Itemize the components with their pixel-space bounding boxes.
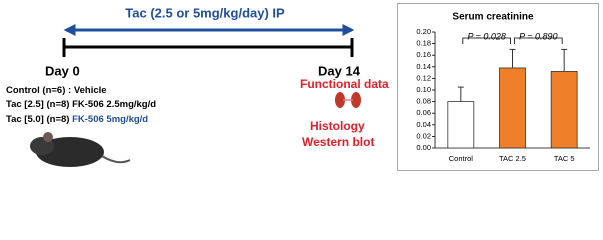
group: Control (n=6) : Vehicle [6, 85, 107, 96]
y-tick-label: 0.10 [416, 85, 431, 94]
p-value: P = 0.890 [519, 31, 557, 41]
treatment: Tac (2.5 or 5mg/kg/day) IP [125, 5, 285, 20]
group: Tac [5.0] (n=8) FK-506 5mg/kg/d [6, 114, 148, 125]
bar [550, 71, 578, 149]
y-tick-label: 0.06 [416, 108, 431, 117]
x-tick-label: TAC 2.5 [499, 154, 526, 163]
y-tick-label: 0.20 [416, 27, 431, 36]
bar [447, 101, 475, 149]
outcome: Functional data [300, 77, 389, 91]
group-label: Control (n=6) [6, 85, 65, 96]
outcome: Western blot [302, 135, 374, 149]
y-tick-label: 0.08 [416, 97, 431, 106]
y-tick-label: 0.02 [416, 131, 431, 140]
figure: Tac (2.5 or 5mg/kg/day) IP Day 0 Day 14 … [6, 3, 599, 171]
y-tick-label: 0.14 [416, 62, 431, 71]
group-detail: FK-506 5mg/kg/d [72, 114, 148, 125]
group-label: Tac [5.0] (n=8) [6, 114, 69, 125]
p-value: P = 0.028 [467, 31, 505, 41]
day-end: Day 14 [318, 63, 361, 78]
significance-bracket [462, 37, 511, 44]
chart-title: Serum creatinine [452, 12, 534, 23]
significance-bracket [514, 37, 563, 44]
bar [499, 67, 526, 149]
kidney-icon [335, 92, 361, 108]
day-start: Day 0 [45, 63, 80, 78]
group-detail: FK-506 2.5mg/kg/d [72, 99, 156, 110]
group: Tac [2.5] (n=8) FK-506 2.5mg/kg/d [6, 99, 156, 110]
y-tick-label: 0.00 [416, 143, 431, 152]
y-tick-label: 0.12 [416, 73, 431, 82]
group-detail: : Vehicle [68, 85, 107, 96]
outcome: Histology [310, 119, 365, 133]
y-tick-label: 0.16 [416, 50, 431, 59]
y-tick-label: 0.04 [416, 120, 431, 129]
x-tick-label: TAC 5 [554, 154, 575, 163]
y-tick-label: 0.18 [416, 39, 431, 48]
mouse-icon [30, 132, 131, 167]
group-label: Tac [2.5] (n=8) [6, 99, 69, 110]
x-tick-label: Control [449, 154, 474, 163]
